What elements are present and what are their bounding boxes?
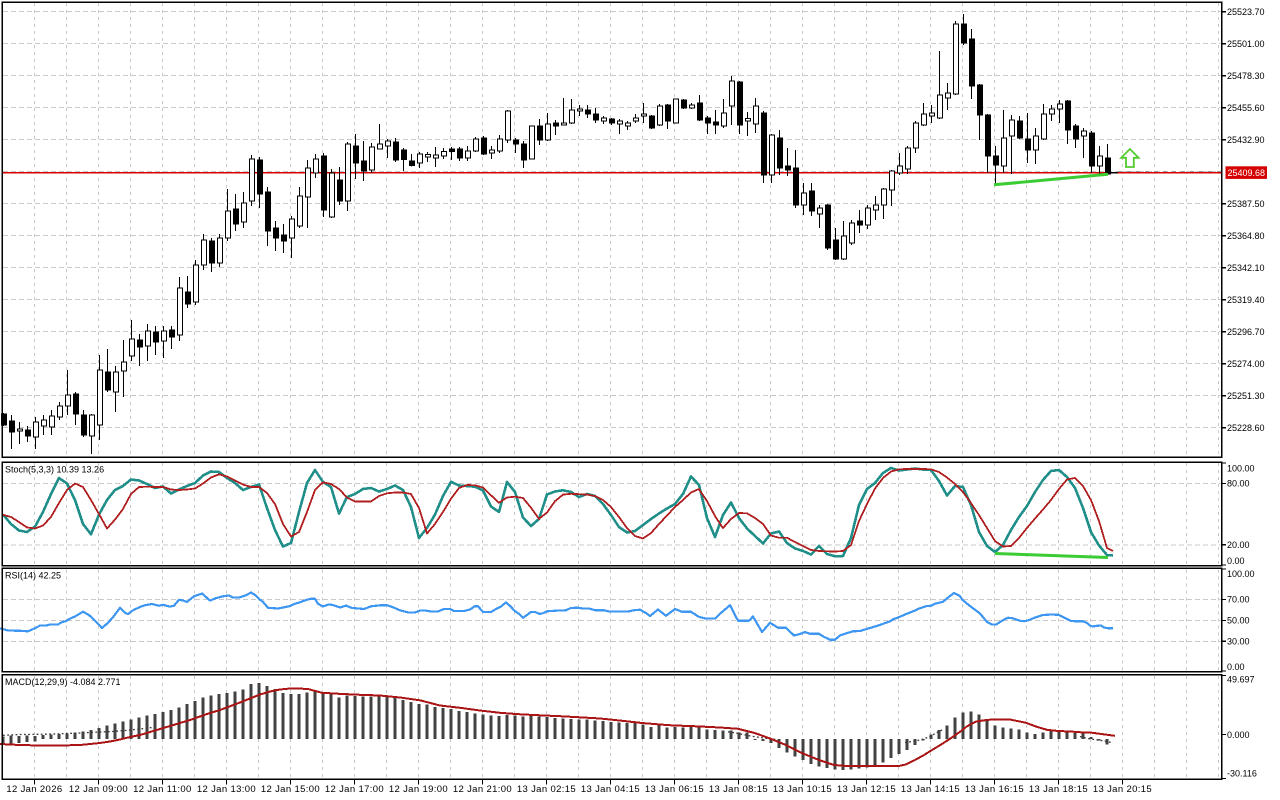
svg-text:13 Jan 10:15: 13 Jan 10:15: [773, 784, 832, 795]
svg-text:25296.70: 25296.70: [1227, 327, 1265, 337]
svg-text:13 Jan 04:15: 13 Jan 04:15: [581, 784, 640, 795]
svg-text:25364.80: 25364.80: [1227, 231, 1265, 241]
svg-text:13 Jan 14:15: 13 Jan 14:15: [901, 784, 960, 795]
svg-text:25319.40: 25319.40: [1227, 295, 1265, 305]
svg-text:25455.60: 25455.60: [1227, 103, 1265, 113]
svg-text:12 Jan 13:00: 12 Jan 13:00: [197, 784, 256, 795]
svg-text:Stoch(5,3,3) 10.39 13.26: Stoch(5,3,3) 10.39 13.26: [5, 464, 104, 474]
svg-text:100.00: 100.00: [1227, 464, 1255, 474]
svg-text:12 Jan 15:00: 12 Jan 15:00: [261, 784, 320, 795]
svg-text:20.00: 20.00: [1227, 540, 1250, 550]
svg-text:100.00: 100.00: [1227, 569, 1255, 579]
svg-text:13 Jan 02:15: 13 Jan 02:15: [517, 784, 576, 795]
svg-text:25387.50: 25387.50: [1227, 199, 1265, 209]
svg-text:80.00: 80.00: [1227, 479, 1250, 489]
svg-text:50.00: 50.00: [1227, 616, 1250, 626]
svg-text:12 Jan 21:00: 12 Jan 21:00: [453, 784, 512, 795]
svg-text:13 Jan 16:15: 13 Jan 16:15: [965, 784, 1024, 795]
svg-text:13 Jan 08:15: 13 Jan 08:15: [709, 784, 768, 795]
svg-text:25251.30: 25251.30: [1227, 391, 1265, 401]
svg-text:49.697: 49.697: [1227, 675, 1255, 685]
svg-text:25409.68: 25409.68: [1228, 168, 1266, 178]
svg-text:13 Jan 12:15: 13 Jan 12:15: [837, 784, 896, 795]
svg-text:RSI(14) 42.25: RSI(14) 42.25: [5, 570, 61, 580]
svg-text:12 Jan 11:00: 12 Jan 11:00: [133, 784, 191, 795]
svg-text:13 Jan 18:15: 13 Jan 18:15: [1029, 784, 1088, 795]
svg-text:12 Jan 17:00: 12 Jan 17:00: [325, 784, 384, 795]
svg-text:25501.00: 25501.00: [1227, 39, 1265, 49]
svg-text:0.00: 0.00: [1227, 662, 1245, 672]
svg-text:70.00: 70.00: [1227, 595, 1250, 605]
svg-text:25274.00: 25274.00: [1227, 359, 1265, 369]
svg-text:MACD(12,29,9) -4.084 2.771: MACD(12,29,9) -4.084 2.771: [5, 677, 121, 687]
svg-text:13 Jan 20:15: 13 Jan 20:15: [1093, 784, 1152, 795]
svg-text:30.00: 30.00: [1227, 637, 1250, 647]
svg-text:-30.116: -30.116: [1227, 769, 1257, 779]
svg-text:25432.90: 25432.90: [1227, 135, 1265, 145]
svg-text:0.000: 0.000: [1227, 730, 1250, 740]
svg-text:13 Jan 06:15: 13 Jan 06:15: [645, 784, 704, 795]
svg-text:0.00: 0.00: [1227, 556, 1245, 566]
svg-text:25523.70: 25523.70: [1227, 7, 1265, 17]
svg-text:12 Jan 2026: 12 Jan 2026: [6, 784, 62, 795]
svg-text:12 Jan 09:00: 12 Jan 09:00: [69, 784, 128, 795]
svg-text:25342.10: 25342.10: [1227, 263, 1265, 273]
svg-text:12 Jan 19:00: 12 Jan 19:00: [389, 784, 448, 795]
svg-text:25478.30: 25478.30: [1227, 71, 1265, 81]
svg-text:25228.60: 25228.60: [1227, 423, 1265, 433]
